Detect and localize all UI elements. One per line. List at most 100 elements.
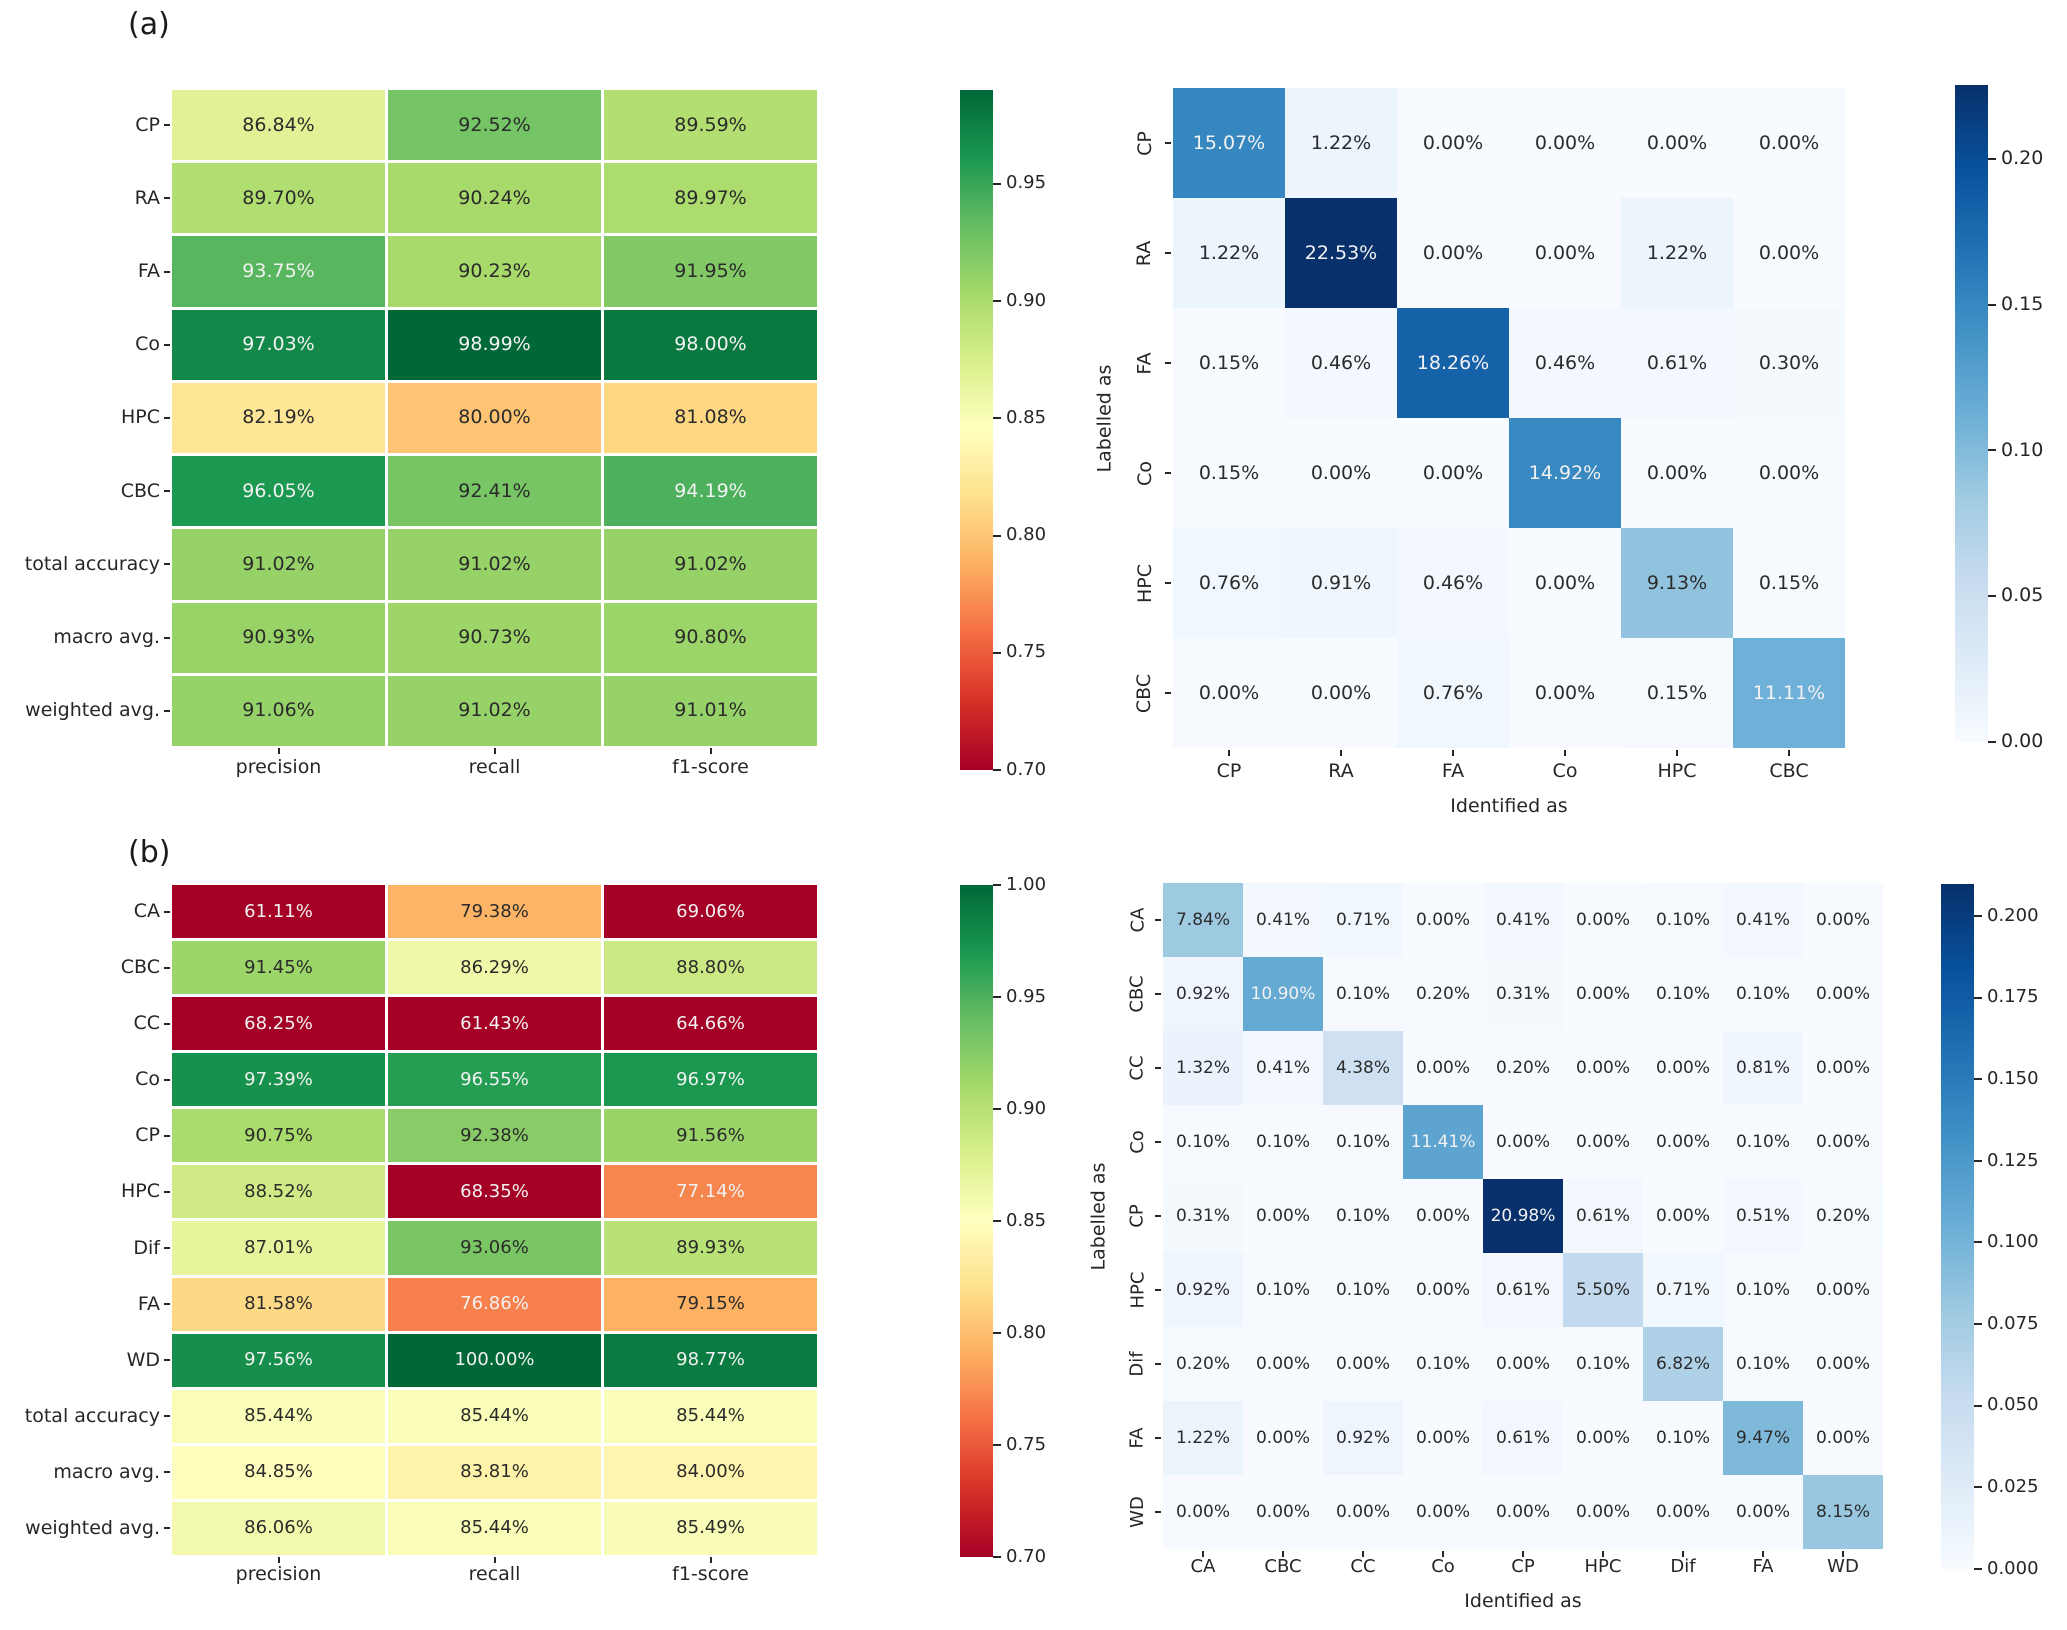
colorbar-tick-label: 0.80 [1006,524,1047,546]
heatmap-cell: 0.61% [1563,1179,1643,1253]
colorbar-tick-label: 0.75 [1006,641,1047,663]
colorbar-tick-mark [993,182,1001,185]
heatmap-cell: 0.00% [1563,883,1643,957]
colorbar-tick-label: 0.15 [2001,292,2044,315]
colorbar-tick-mark [1974,996,1982,999]
heatmap-cell: 82.19% [172,382,385,454]
colorbar-tick-label: 0.100 [1987,1231,2039,1253]
heatmap-cell: 64.66% [604,997,817,1051]
heatmap-cell: 0.10% [1323,957,1403,1031]
heatmap-cell: 0.81% [1723,1031,1803,1105]
heatmap-cell: 0.91% [1285,528,1397,638]
colorbar-tick-label: 0.050 [1987,1394,2039,1416]
heatmap-cell: 0.71% [1643,1253,1723,1327]
y-tick-label-text: RA [134,186,160,209]
heatmap-cell: 68.25% [172,997,385,1051]
heatmap-cell: 8.15% [1803,1475,1883,1549]
colorbar-tick-mark [993,651,1001,654]
x-axis-label: Identified as [1163,1592,1883,1618]
heatmap-cell: 0.00% [1403,1401,1483,1475]
heatmap-cell: 88.80% [604,941,817,995]
heatmap-cell: 0.46% [1397,528,1509,638]
colorbar-tick-mark [1988,303,1996,306]
y-tick-label-text: macro avg. [53,1460,160,1483]
x-tick-label: Co [1403,1558,1483,1584]
heatmap-cell: 0.00% [1323,1475,1403,1549]
heatmap-cell: 81.58% [172,1277,385,1331]
y-tick-mark [1155,1363,1161,1365]
heatmap-cell: 0.00% [1733,88,1845,198]
colorbar-tick-mark [1988,449,1996,452]
heatmap-cell: 0.00% [1643,1179,1723,1253]
colorbar-tick-label: 0.95 [1006,985,1047,1007]
heatmap-cell: 1.22% [1285,88,1397,198]
x-tick-label: HPC [1621,762,1733,788]
heatmap-cell: 0.92% [1163,1253,1243,1327]
x-tick-label-text: WD [1827,1556,1859,1577]
heatmap-cell: 91.56% [604,1109,817,1163]
heatmap-cell: 0.10% [1723,1253,1803,1327]
y-tick-mark [1155,1141,1161,1143]
heatmap-cell: 0.00% [1563,1031,1643,1105]
y-tick-mark [164,563,170,566]
heatmap-cell: 90.73% [388,602,601,673]
y-tick-label: CA [1120,883,1156,957]
y-tick-mark [1165,362,1171,364]
heatmap-cell: 0.10% [1643,957,1723,1031]
y-tick-label-text: WD [126,1348,160,1371]
heatmap-cell: 0.10% [1643,1401,1723,1475]
heatmap-cell: 0.31% [1163,1179,1243,1253]
y-tick-label-text: WD [1126,1496,1148,1528]
heatmap-cell: 0.20% [1163,1327,1243,1401]
y-tick-mark [164,270,170,273]
y-tick-label-text: Co [135,333,160,356]
x-tick-mark [493,748,496,754]
colorbar [960,90,993,770]
y-tick-mark [164,197,170,200]
y-tick-label-text: FA [1126,1427,1148,1449]
heatmap-cell: 0.00% [1243,1401,1323,1475]
heatmap-cell: 0.00% [1285,638,1397,748]
x-tick-label-text: CP [1216,760,1242,782]
heatmap-cell: 0.00% [1173,638,1285,748]
heatmap-cell: 0.00% [1643,1475,1723,1549]
heatmap-cell: 11.41% [1403,1105,1483,1179]
colorbar-tick-label: 0.20 [2001,146,2044,169]
heatmap-cell: 0.00% [1403,883,1483,957]
heatmap-cell: 0.00% [1563,1105,1643,1179]
heatmap-grid: 15.07% 1.22% 0.00% 0.00% 0.00% 0.00% 1.22% 22.5… [1173,88,1845,748]
colorbar-tick-label: 0.75 [1006,1433,1047,1455]
heatmap-cell: 97.03% [172,309,385,380]
heatmap-cell: 92.41% [388,456,601,527]
heatmap-cell: 91.02% [388,675,601,746]
y-tick-mark [1165,692,1171,694]
heatmap-cell: 90.23% [388,236,601,307]
x-tick-label-text: CBC [1769,760,1809,782]
heatmap-cell: 0.92% [1323,1401,1403,1475]
y-tick-label-text: Dif [1126,1351,1148,1377]
colorbar-tick-mark [993,996,1001,998]
colorbar [1941,884,1974,1569]
section-label-b: (b) [128,835,171,870]
y-tick-label-text: total accuracy [24,552,160,575]
heatmap-cell: 0.00% [1723,1475,1803,1549]
y-tick-label-text: CP [1127,1204,1148,1228]
y-tick-label: CP [10,1109,160,1162]
x-tick-label: CC [1323,1558,1403,1584]
y-tick-label-text: HPC [1127,1271,1148,1309]
colorbar-tick-mark [993,300,1001,303]
x-tick-mark [709,1557,712,1563]
x-tick-mark [1442,1551,1444,1557]
heatmap-cell: 0.15% [1173,308,1285,418]
y-tick-label: macro avg. [10,603,160,673]
heatmap-cell: 0.15% [1173,418,1285,528]
heatmap-cell: 0.41% [1243,1031,1323,1105]
y-tick-mark [1155,919,1161,921]
colorbar-tick-label: 0.150 [1987,1067,2039,1089]
heatmap-cell: 11.11% [1733,638,1845,748]
heatmap-cell: 79.15% [604,1277,817,1331]
y-tick-label: FA [1120,1401,1156,1475]
heatmap-cell: 0.00% [1403,1475,1483,1549]
